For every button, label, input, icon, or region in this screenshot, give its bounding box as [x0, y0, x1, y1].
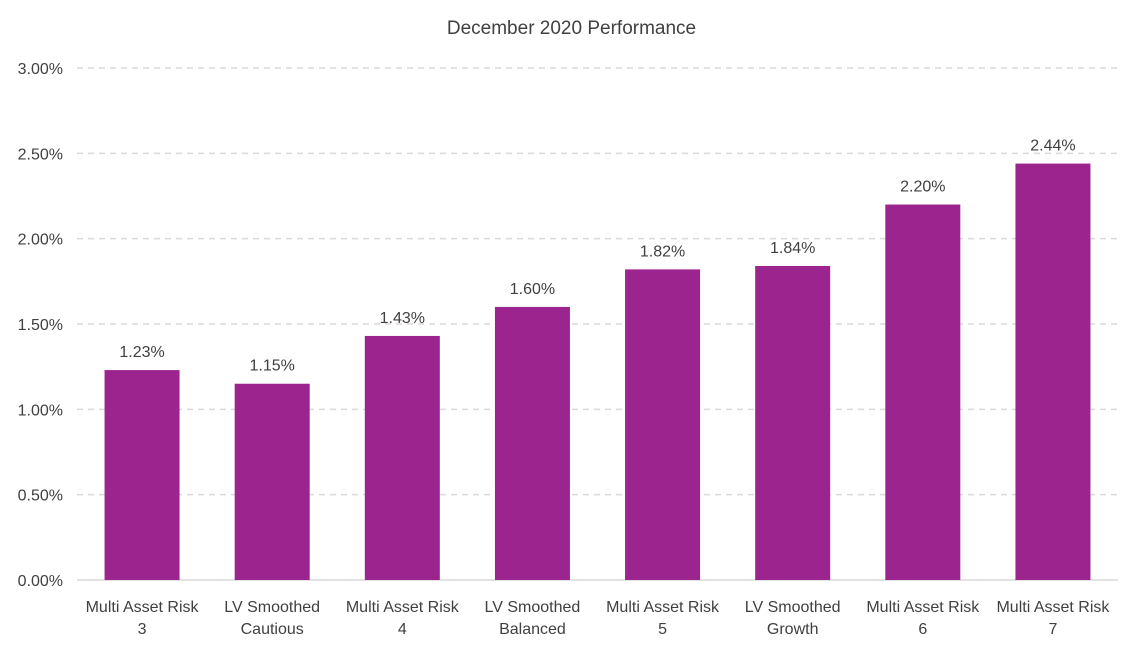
data-label: 1.60% — [510, 281, 555, 298]
gridlines — [77, 67, 1118, 581]
chart-title: December 2020 Performance — [446, 18, 697, 39]
x-tick-label: Multi Asset Risk 7 — [996, 599, 1110, 638]
bar — [625, 269, 701, 580]
x-tick-label: LV Smoothed Growth — [745, 599, 841, 638]
bar — [494, 306, 570, 580]
data-label: 1.43% — [380, 310, 425, 327]
x-axis-tick-labels: Multi Asset Risk 3 LV Smoothed Cautious Mult… — [86, 599, 1111, 638]
bar — [234, 383, 310, 580]
y-tick-label: 1.00% — [18, 402, 63, 419]
bar — [104, 370, 180, 580]
x-tick-label: Multi Asset Risk 5 — [606, 599, 720, 638]
bar — [364, 335, 440, 580]
bar — [885, 204, 961, 581]
data-label: 1.15% — [250, 358, 295, 375]
data-label: 1.82% — [640, 243, 685, 260]
bars — [104, 163, 1091, 581]
bar — [1015, 163, 1091, 580]
x-tick-label: Multi Asset Risk 6 — [866, 599, 980, 638]
y-tick-label: 0.50% — [18, 488, 63, 505]
data-labels: 1.23% 1.15% 1.43% 1.60% 1.82% 1.84% 2.20% 2.44% — [119, 138, 1075, 375]
x-tick-label: Multi Asset Risk 4 — [346, 599, 460, 638]
y-tick-label: 2.00% — [18, 232, 63, 249]
x-tick-label: LV Smoothed Balanced — [485, 599, 581, 638]
y-tick-label: 1.50% — [18, 317, 63, 334]
data-label: 1.23% — [119, 344, 164, 361]
y-axis-tick-labels: 0.00% 0.50% 1.00% 1.50% 2.00% 2.50% 3.00% — [18, 61, 63, 590]
x-tick-label: Multi Asset Risk 3 — [86, 599, 200, 638]
bar — [755, 265, 831, 580]
y-tick-label: 0.00% — [18, 573, 63, 590]
data-label: 2.20% — [900, 179, 945, 196]
data-label: 1.84% — [770, 240, 815, 257]
data-label: 2.44% — [1030, 138, 1075, 155]
x-tick-label: LV Smoothed Cautious — [224, 599, 320, 638]
y-tick-label: 3.00% — [18, 61, 63, 78]
y-tick-label: 2.50% — [18, 146, 63, 163]
